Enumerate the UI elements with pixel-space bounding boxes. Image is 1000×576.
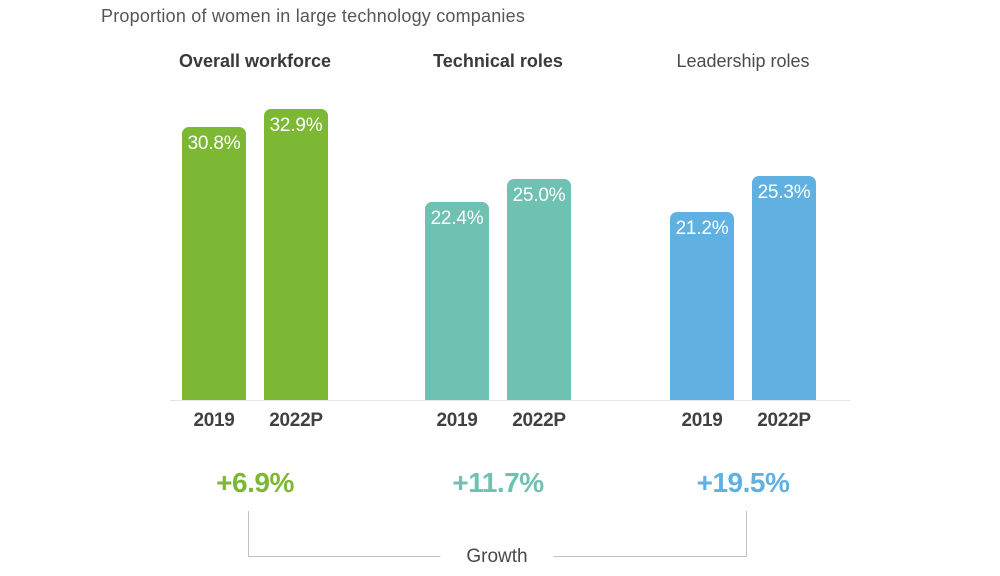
x-axis-label-2022p: 2022P	[757, 410, 811, 431]
group-header-leadership-roles: Leadership roles	[676, 51, 810, 71]
bar-group-technical-roles: Technical roles 22.4% 25.0% 2019 2022P +…	[425, 0, 571, 576]
bar-group-overall-workforce: Overall workforce 30.8% 32.9% 2019 2022P…	[178, 0, 332, 576]
x-axis-baseline	[170, 400, 850, 401]
growth-value-leadership: +19.5%	[696, 467, 790, 498]
bar-overall-2022p: 32.9%	[264, 108, 328, 400]
growth-value-overall: +6.9%	[216, 467, 294, 498]
bar-value-label: 21.2%	[675, 218, 729, 240]
growth-bracket-left-tick	[248, 511, 249, 557]
bar-leadership-2019: 21.2%	[670, 212, 734, 400]
x-axis-label-2019: 2019	[681, 410, 723, 431]
x-axis-label-2022p: 2022P	[512, 410, 566, 431]
chart-title: Proportion of women in large technology …	[101, 6, 526, 26]
growth-value-technical: +11.7%	[452, 467, 544, 498]
growth-bracket-right-tick	[746, 511, 747, 557]
x-axis-label-2019: 2019	[436, 410, 478, 431]
x-axis-label-2022p: 2022P	[269, 410, 323, 431]
bar-value-label: 30.8%	[187, 133, 241, 155]
bar-group-leadership-roles: Leadership roles 21.2% 25.3% 2019 2022P …	[670, 0, 816, 576]
group-header-overall-workforce: Overall workforce	[178, 51, 332, 71]
x-axis-label-2019: 2019	[193, 410, 235, 431]
group-header-technical-roles: Technical roles	[433, 51, 563, 71]
bar-technical-2019: 22.4%	[425, 201, 489, 400]
bar-technical-2022p: 25.0%	[507, 178, 571, 400]
bar-overall-2019: 30.8%	[182, 127, 246, 400]
bar-value-label: 32.9%	[269, 114, 323, 136]
growth-axis-label: Growth	[440, 544, 554, 570]
bar-value-label: 25.3%	[757, 182, 811, 204]
bar-leadership-2022p: 25.3%	[752, 176, 816, 400]
bar-value-label: 22.4%	[430, 207, 484, 229]
bar-value-label: 25.0%	[512, 184, 566, 206]
